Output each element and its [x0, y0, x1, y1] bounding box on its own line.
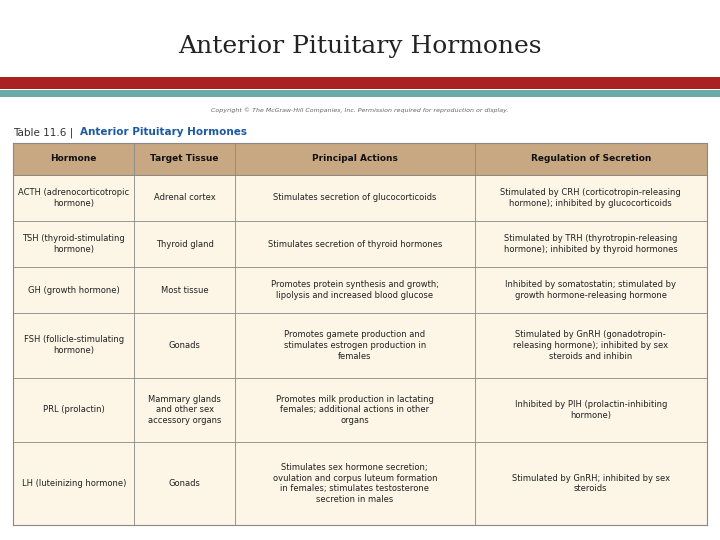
Text: Thyroid gland: Thyroid gland: [156, 240, 214, 248]
Text: Stimulated by CRH (corticotropin-releasing
hormone); inhibited by glucocorticoid: Stimulated by CRH (corticotropin-releasi…: [500, 188, 681, 208]
Text: Anterior Pituitary Hormones: Anterior Pituitary Hormones: [81, 127, 248, 138]
Text: Table 11.6 |: Table 11.6 |: [13, 127, 76, 138]
Text: Stimulates sex hormone secretion;
ovulation and corpus luteum formation
in femal: Stimulates sex hormone secretion; ovulat…: [273, 463, 437, 504]
Text: PRL (prolactin): PRL (prolactin): [42, 406, 104, 414]
Text: Promotes protein synthesis and growth;
lipolysis and increased blood glucose: Promotes protein synthesis and growth; l…: [271, 280, 438, 300]
Bar: [13, 221, 707, 267]
Text: Regulation of Secretion: Regulation of Secretion: [531, 154, 651, 163]
Text: Promotes milk production in lactating
females; additional actions in other
organ: Promotes milk production in lactating fe…: [276, 395, 433, 425]
Text: Most tissue: Most tissue: [161, 286, 209, 294]
Text: Inhibited by PIH (prolactin-inhibiting
hormone): Inhibited by PIH (prolactin-inhibiting h…: [515, 400, 667, 420]
Text: Gonads: Gonads: [168, 341, 201, 350]
Text: Anterior Pituitary Hormones: Anterior Pituitary Hormones: [179, 35, 541, 58]
Bar: [13, 267, 707, 313]
Text: Principal Actions: Principal Actions: [312, 154, 397, 163]
Text: Stimulated by GnRH; inhibited by sex
steroids: Stimulated by GnRH; inhibited by sex ste…: [512, 474, 670, 494]
Bar: [13, 175, 707, 221]
Text: Gonads: Gonads: [168, 479, 201, 488]
Text: Adrenal cortex: Adrenal cortex: [154, 193, 215, 202]
Bar: [13, 143, 707, 175]
Text: TSH (thyroid-stimulating
hormone): TSH (thyroid-stimulating hormone): [22, 234, 125, 254]
Text: Promotes gamete production and
stimulates estrogen production in
females: Promotes gamete production and stimulate…: [284, 330, 426, 361]
Text: Stimulates secretion of thyroid hormones: Stimulates secretion of thyroid hormones: [268, 240, 442, 248]
Text: Inhibited by somatostatin; stimulated by
growth hormone-releasing hormone: Inhibited by somatostatin; stimulated by…: [505, 280, 676, 300]
Text: Stimulates secretion of glucocorticoids: Stimulates secretion of glucocorticoids: [273, 193, 436, 202]
Bar: [0, 77, 720, 89]
Text: FSH (follicle-stimulating
hormone): FSH (follicle-stimulating hormone): [24, 335, 124, 355]
Text: Hormone: Hormone: [50, 154, 97, 163]
Text: Target Tissue: Target Tissue: [150, 154, 219, 163]
Text: Mammary glands
and other sex
accessory organs: Mammary glands and other sex accessory o…: [148, 395, 222, 425]
Text: LH (luteinizing hormone): LH (luteinizing hormone): [22, 479, 126, 488]
Text: Copyright © The McGraw-Hill Companies, Inc. Permission required for reproduction: Copyright © The McGraw-Hill Companies, I…: [211, 107, 509, 112]
Bar: [13, 442, 707, 525]
Bar: [13, 313, 707, 377]
Text: Stimulated by GnRH (gonadotropin-
releasing hormone); inhibited by sex
steroids : Stimulated by GnRH (gonadotropin- releas…: [513, 330, 668, 361]
Text: Stimulated by TRH (thyrotropin-releasing
hormone); inhibited by thyroid hormones: Stimulated by TRH (thyrotropin-releasing…: [504, 234, 678, 254]
Text: ACTH (adrenocorticotropic
hormone): ACTH (adrenocorticotropic hormone): [18, 188, 130, 208]
Bar: [0, 90, 720, 97]
Text: GH (growth hormone): GH (growth hormone): [28, 286, 120, 294]
Bar: [13, 377, 707, 442]
